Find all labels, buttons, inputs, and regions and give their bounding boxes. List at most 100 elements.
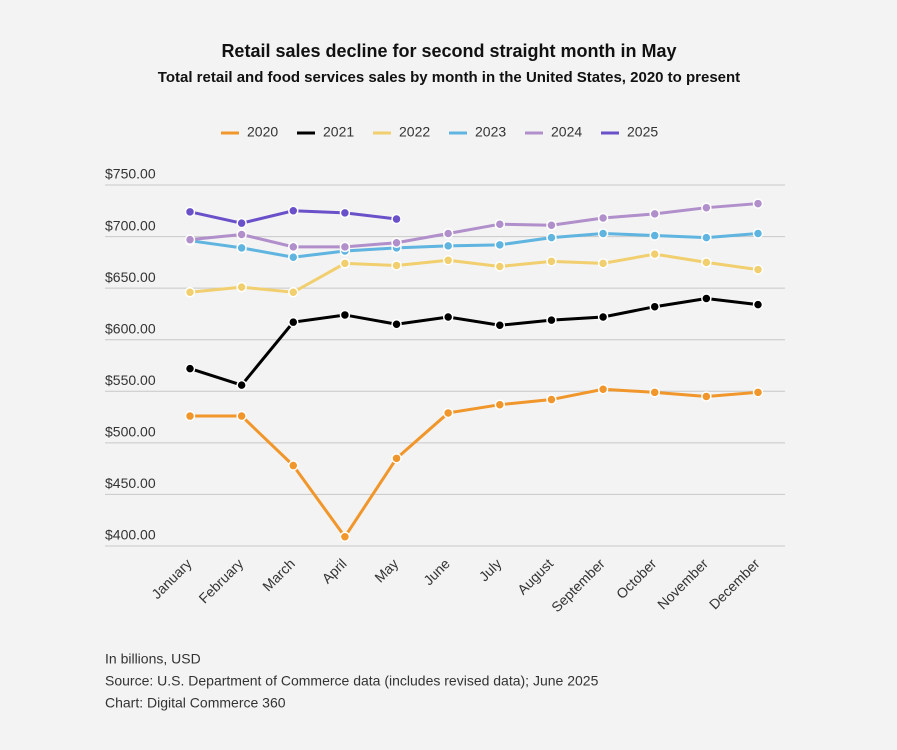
x-tick-label: June [420, 555, 453, 588]
data-point [236, 410, 247, 422]
x-tick-label: February [195, 555, 246, 606]
legend-label: 2023 [475, 124, 506, 140]
legend-label: 2021 [323, 124, 354, 140]
data-point [597, 258, 609, 269]
data-point [546, 219, 557, 231]
data-point [391, 318, 402, 330]
series-line [189, 231, 759, 259]
legend-label: 2022 [399, 124, 430, 140]
y-tick-label: $500.00 [105, 424, 156, 440]
data-point [597, 383, 609, 395]
data-point [339, 258, 351, 269]
series-line [190, 387, 759, 540]
y-tick-label: $450.00 [105, 475, 156, 491]
data-point [288, 287, 299, 298]
data-point [597, 212, 609, 224]
data-point [391, 237, 402, 249]
data-point [236, 217, 247, 229]
x-tick-label: April [319, 555, 350, 586]
data-point [442, 228, 454, 239]
note: Chart: Digital Commerce 360 [105, 695, 286, 711]
data-point [391, 453, 402, 464]
note: Source: U.S. Department of Commerce data… [105, 673, 599, 689]
data-point [701, 202, 712, 213]
legend-label: 2025 [627, 124, 658, 140]
data-point [236, 379, 247, 391]
data-point [752, 387, 764, 398]
x-tick-label: January [148, 555, 195, 602]
data-point [546, 256, 557, 267]
data-point [494, 239, 506, 251]
data-point [546, 394, 557, 405]
chart-title: Retail sales decline for second straight… [221, 41, 676, 61]
data-point [184, 234, 196, 245]
data-point [649, 208, 660, 220]
series-line [189, 252, 759, 294]
data-point [236, 281, 247, 293]
x-tick-label: May [371, 555, 401, 585]
data-point [288, 460, 299, 471]
data-point [649, 301, 660, 312]
data-point [649, 387, 660, 398]
data-point [288, 241, 299, 253]
data-point [339, 241, 351, 253]
y-tick-label: $550.00 [105, 372, 156, 388]
data-point [288, 205, 299, 217]
data-point [701, 257, 712, 268]
data-point [752, 198, 764, 209]
data-point [442, 240, 454, 252]
x-tick-label: September [548, 555, 608, 615]
data-point [339, 531, 351, 542]
y-tick-label: $600.00 [105, 320, 156, 336]
data-point [546, 232, 557, 243]
chart-subtitle: Total retail and food services sales by … [158, 69, 740, 86]
data-point [236, 229, 247, 240]
x-tick-label: October [613, 555, 660, 602]
data-point [701, 391, 712, 402]
data-point [391, 213, 402, 225]
x-tick-label: March [259, 555, 298, 594]
data-point [184, 410, 196, 422]
data-point [184, 206, 196, 218]
data-point [236, 242, 247, 254]
data-point [649, 248, 660, 260]
x-tick-label: November [654, 555, 711, 612]
series-line [189, 202, 759, 249]
data-point [442, 255, 454, 266]
x-tick-label: August [514, 555, 556, 597]
data-point [288, 251, 299, 263]
data-point [546, 314, 557, 326]
x-tick-label: July [476, 555, 505, 584]
x-tick-label: December [706, 555, 763, 612]
data-point [597, 228, 609, 239]
data-point [649, 230, 660, 241]
data-point [752, 299, 764, 310]
data-point [701, 293, 712, 304]
data-point [288, 316, 299, 328]
data-point [494, 261, 506, 272]
note: In billions, USD [105, 651, 201, 667]
legend-label: 2020 [247, 124, 278, 140]
data-point [442, 311, 454, 323]
data-point [442, 407, 454, 419]
y-tick-label: $400.00 [105, 527, 156, 543]
data-point [752, 228, 764, 239]
data-point [752, 264, 764, 275]
data-point [339, 309, 351, 321]
y-tick-label: $750.00 [105, 166, 156, 182]
data-point [339, 207, 351, 219]
data-point [494, 399, 506, 410]
series-line [189, 296, 759, 387]
data-point [184, 363, 196, 374]
y-tick-label: $650.00 [105, 269, 156, 285]
legend-label: 2024 [551, 124, 582, 140]
data-point [494, 320, 506, 331]
data-point [701, 232, 712, 243]
data-point [391, 260, 402, 271]
data-point [597, 311, 609, 323]
data-point [184, 287, 196, 298]
data-point [494, 218, 506, 230]
y-tick-label: $700.00 [105, 217, 156, 233]
